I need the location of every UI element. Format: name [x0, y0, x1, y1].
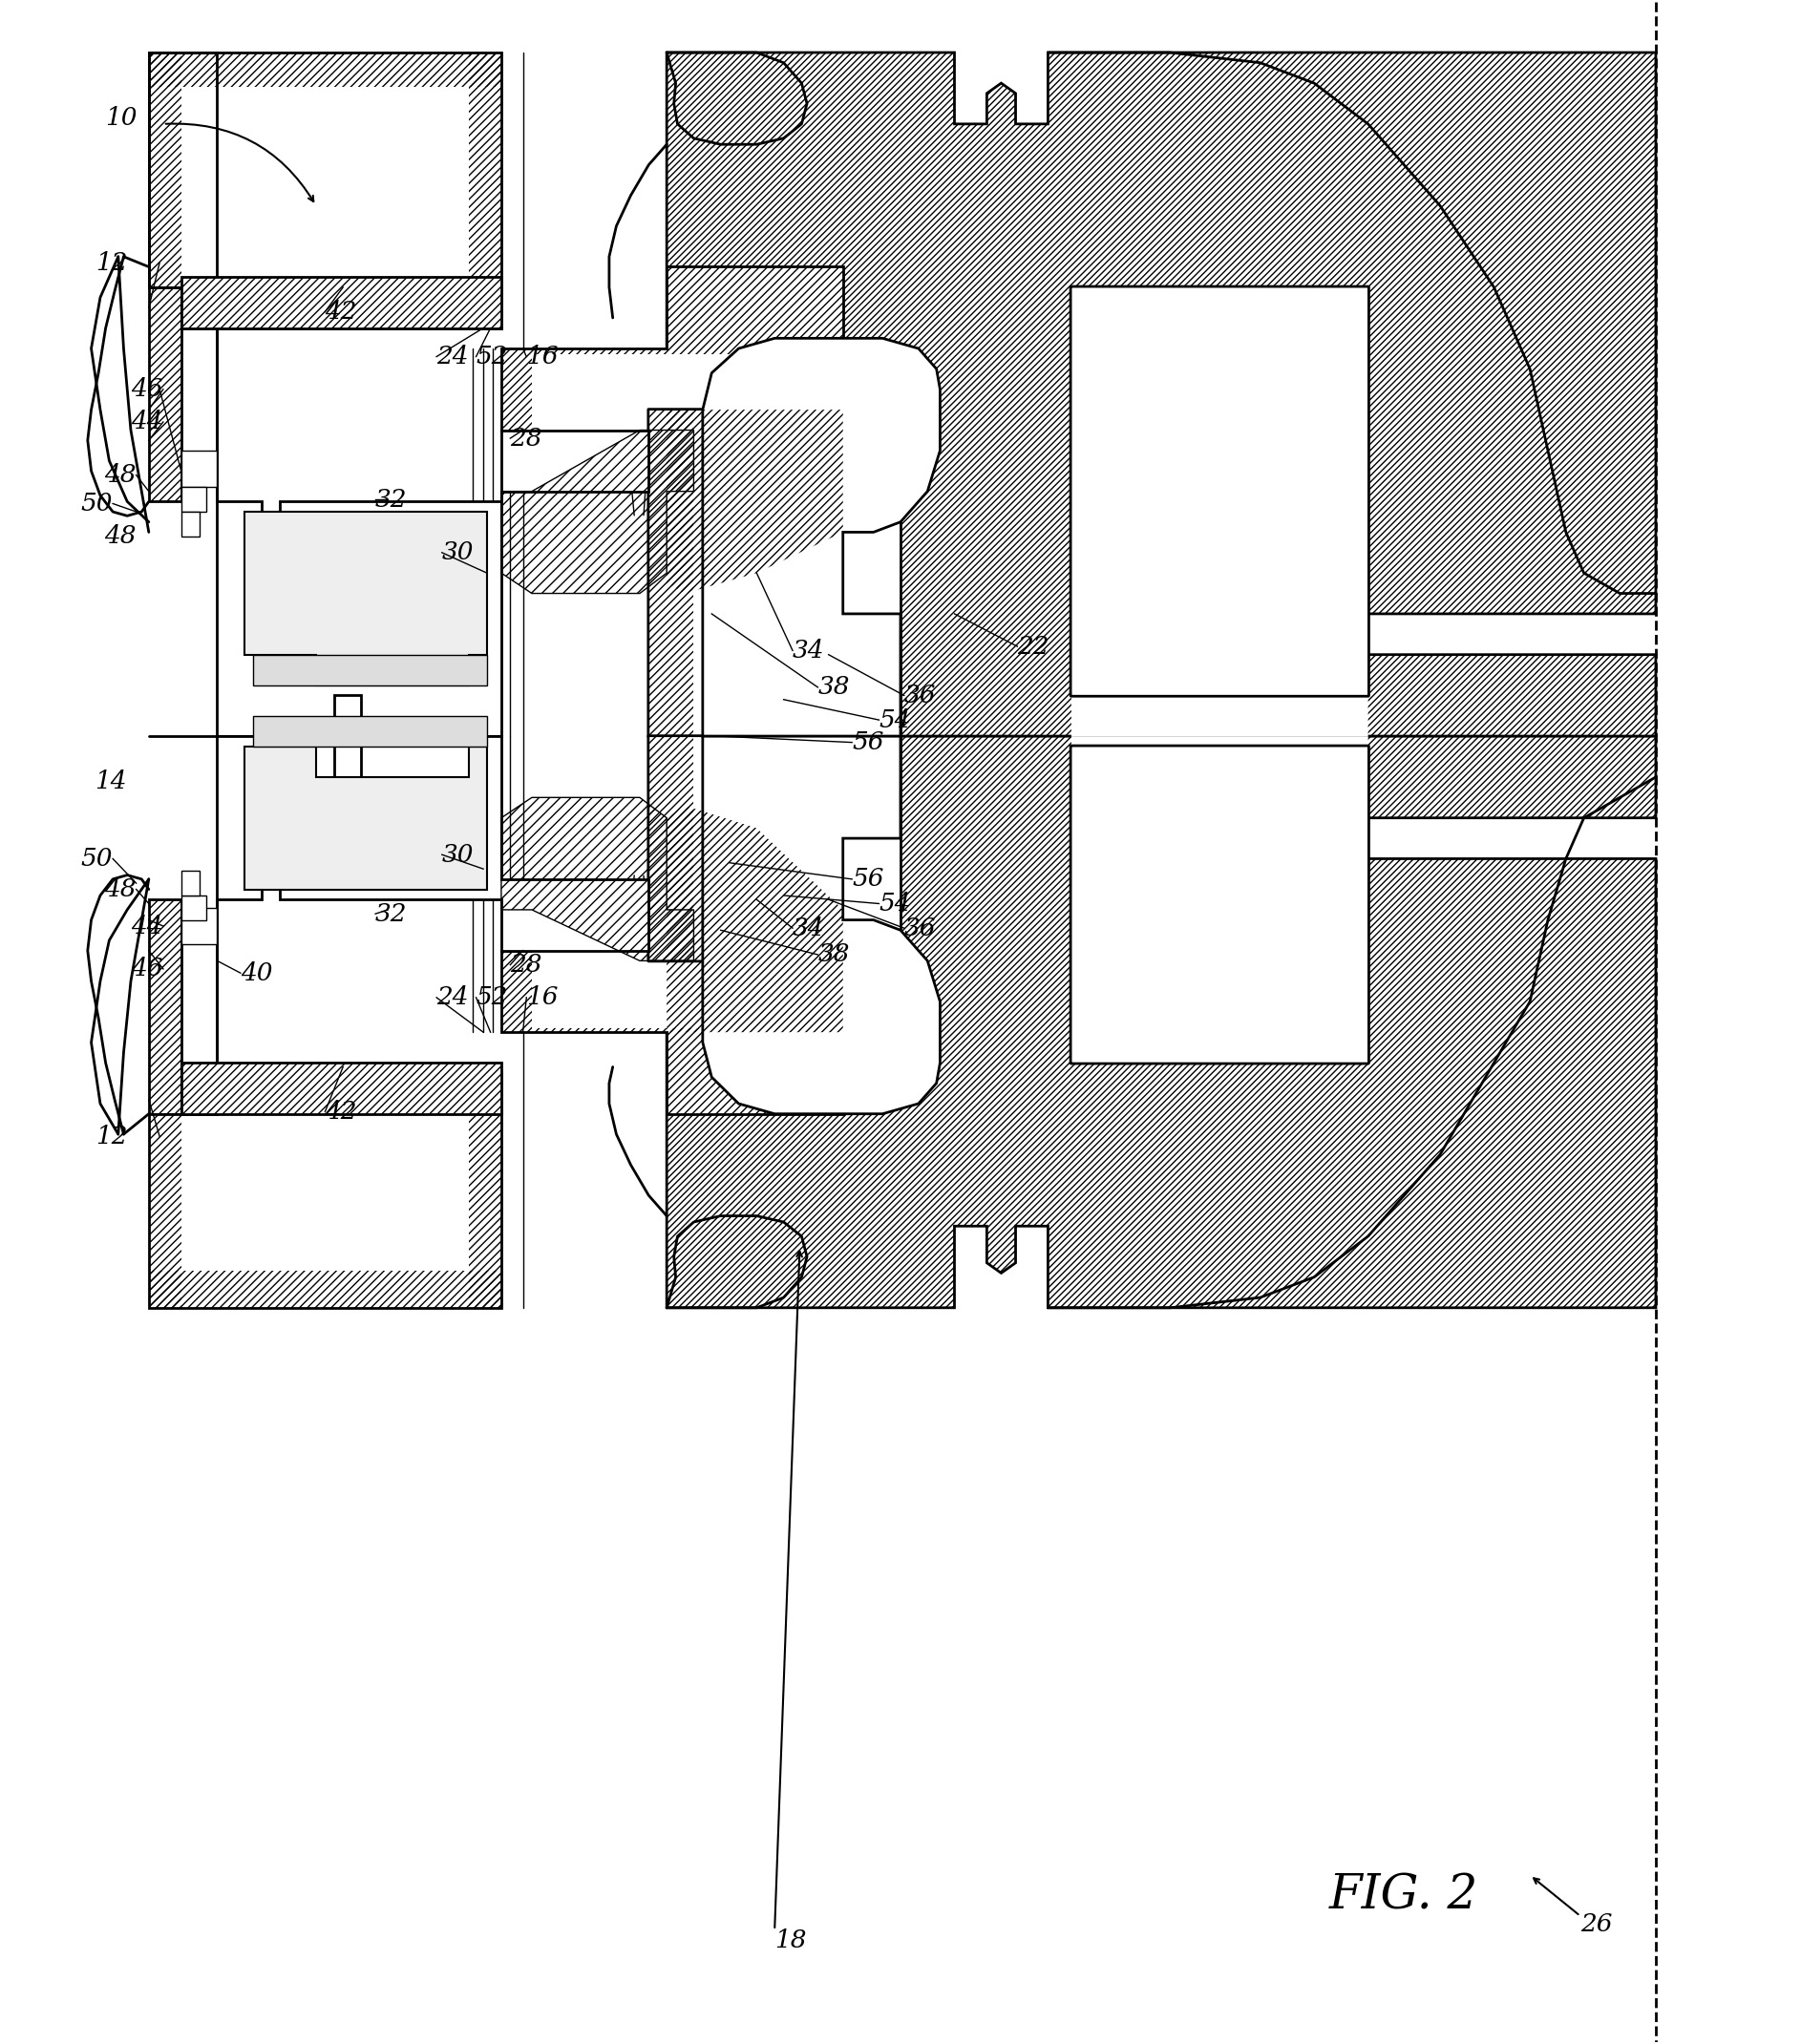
Text: 12: 12	[95, 251, 128, 274]
Text: 54: 54	[879, 707, 911, 732]
Polygon shape	[1072, 736, 1369, 875]
Polygon shape	[149, 1073, 501, 1308]
Text: 16: 16	[526, 985, 558, 1010]
Text: 40: 40	[241, 961, 272, 985]
Text: 50: 50	[81, 846, 113, 871]
Text: 52: 52	[475, 345, 508, 368]
Polygon shape	[218, 736, 648, 1114]
Text: 34: 34	[792, 638, 825, 662]
Text: FIG. 2: FIG. 2	[1329, 1872, 1479, 1919]
Text: 32: 32	[375, 901, 407, 926]
FancyBboxPatch shape	[1070, 286, 1369, 697]
Text: 28: 28	[510, 953, 542, 977]
Polygon shape	[1072, 593, 1369, 736]
Text: 50: 50	[81, 493, 113, 515]
Bar	[182, 511, 200, 536]
Text: 46: 46	[131, 378, 164, 401]
Polygon shape	[666, 736, 1655, 1308]
Text: 36: 36	[904, 683, 937, 707]
Bar	[182, 1063, 501, 1114]
Text: 44: 44	[131, 914, 164, 938]
Text: 32: 32	[375, 489, 407, 511]
Polygon shape	[702, 736, 940, 1114]
Polygon shape	[245, 511, 486, 685]
Text: 56: 56	[852, 730, 884, 754]
Text: 44: 44	[131, 411, 164, 433]
Polygon shape	[666, 53, 1655, 736]
Text: 24: 24	[436, 985, 468, 1010]
Polygon shape	[218, 288, 648, 736]
Bar	[182, 871, 200, 895]
Polygon shape	[531, 944, 837, 1028]
Polygon shape	[702, 337, 940, 736]
FancyBboxPatch shape	[1070, 746, 1369, 1063]
Bar	[182, 908, 218, 944]
Polygon shape	[501, 879, 900, 1114]
Text: 24: 24	[436, 345, 468, 368]
Text: 22: 22	[1018, 634, 1050, 658]
Bar	[254, 715, 486, 746]
Text: 30: 30	[441, 842, 474, 867]
Text: 48: 48	[104, 525, 137, 548]
Text: 56: 56	[852, 867, 884, 891]
Polygon shape	[531, 354, 837, 429]
Text: 12: 12	[95, 1124, 128, 1149]
Text: 36: 36	[904, 916, 937, 940]
Bar	[182, 278, 501, 329]
Polygon shape	[149, 53, 501, 329]
Text: 52: 52	[475, 985, 508, 1010]
FancyBboxPatch shape	[648, 409, 900, 736]
Text: 18: 18	[774, 1927, 807, 1952]
Bar	[182, 450, 218, 486]
Text: 42: 42	[324, 1100, 357, 1124]
Polygon shape	[245, 746, 486, 889]
Text: 42: 42	[324, 300, 357, 323]
Bar	[254, 654, 486, 685]
Bar	[182, 895, 207, 920]
Text: 46: 46	[131, 957, 164, 981]
Text: 34: 34	[792, 916, 825, 940]
Text: 38: 38	[818, 942, 850, 967]
Text: 14: 14	[95, 769, 126, 793]
Polygon shape	[501, 268, 900, 491]
Text: 38: 38	[818, 675, 850, 699]
Text: 48: 48	[104, 877, 137, 901]
Text: 30: 30	[441, 542, 474, 564]
Text: 16: 16	[526, 345, 558, 368]
Bar	[182, 486, 207, 511]
Text: 28: 28	[510, 427, 542, 450]
Text: 26: 26	[1579, 1913, 1612, 1936]
Text: 54: 54	[879, 891, 911, 916]
Text: 48: 48	[104, 464, 137, 486]
Text: 10: 10	[106, 106, 137, 129]
FancyBboxPatch shape	[648, 736, 900, 961]
